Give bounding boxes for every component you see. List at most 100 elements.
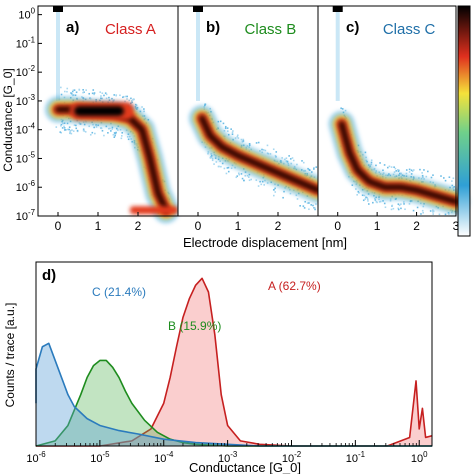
density-dot [108,96,110,99]
density-dot [82,88,84,91]
density-dot [107,131,109,134]
density-dot [351,184,354,186]
density-dot [82,91,84,94]
density-dot [453,186,455,188]
density-dot [403,201,405,203]
density-dot [422,205,425,208]
bottom-ylabel: Counts / trace [a.u.] [3,303,17,408]
density-dot [291,157,294,159]
density-dot [133,98,135,101]
y-tick-label: 10-4 [16,122,36,137]
density-dot [303,207,306,209]
density-dot [99,91,102,93]
series-label-2: B (15.9%) [168,319,221,333]
panel-ridge-layer [339,122,458,204]
density-dot [103,94,105,97]
density-dot [83,123,86,126]
density-dot [105,97,108,100]
density-dot [100,127,103,130]
density-dot [420,213,422,215]
density-dot [210,154,213,157]
density-dot [378,198,380,201]
density-dot [382,200,384,202]
colorbar [457,5,471,237]
density-dot [397,170,400,173]
density-dot [306,202,309,204]
density-dot [115,131,117,134]
density-dot [69,129,72,132]
density-dot [410,173,413,175]
density-dot [315,203,317,205]
density-dot [272,148,275,151]
panel-initial-streak [56,6,60,101]
density-dot [113,94,116,96]
density-dot [82,128,85,131]
density-dot [211,157,214,160]
density-dot [264,149,267,152]
density-dot [281,157,283,159]
density-dot [101,97,103,100]
density-dot [60,123,63,126]
density-dot [260,183,263,186]
density-dot [114,132,117,135]
y-tick-label: 10-7 [16,208,35,223]
panel-initial-streak [335,6,340,101]
density-dot [430,176,433,179]
density-dot [105,125,108,128]
density-dot [125,95,127,98]
density-dot [109,127,111,130]
density-dot [357,190,360,193]
x-tick-label: 10-2 [282,450,301,465]
density-dot [120,137,123,140]
density-dot [274,191,277,193]
density-dot [302,161,305,164]
density-dot [93,126,95,129]
density-dot [69,132,72,134]
density-dot [421,174,424,177]
y-tick-label: 10-2 [16,64,35,79]
density-dot [312,204,314,207]
density-dot [141,106,143,108]
density-dot [122,96,124,99]
density-dot [248,144,251,147]
density-dot [63,125,65,128]
density-dot [307,167,309,170]
density-dot [226,127,229,129]
density-dot [204,103,206,106]
density-dot [84,131,87,133]
density-dot [255,142,258,144]
density-dot [227,130,229,132]
density-dot [71,90,74,93]
density-dot [241,140,244,143]
density-dot [429,210,432,212]
density-dot [115,94,117,97]
panel-g0-plateau [53,6,63,12]
density-dot [290,162,293,165]
density-dot [93,93,95,96]
density-dot [66,90,68,93]
density-dot [143,108,145,110]
density-dot [440,175,442,177]
density-dot [412,169,415,171]
x-tick-label: 10-4 [154,450,174,465]
density-dot [242,140,245,142]
density-dot [221,162,224,165]
panel-title: Class C [383,21,436,38]
density-dot [220,165,222,168]
density-dot [443,177,445,179]
density-dot [266,182,269,184]
histogram-panel-label: d) [42,267,56,284]
density-dot [230,167,233,170]
density-dot [274,187,276,190]
density-dot [410,169,413,172]
density-dot [308,208,310,211]
density-dot [66,122,69,125]
density-dot [405,169,408,171]
density-dot [227,166,230,169]
density-dot [310,171,313,173]
density-dot [421,209,424,212]
density-dot [432,209,434,212]
panel-label: b) [206,19,220,36]
density-dot [223,129,226,132]
